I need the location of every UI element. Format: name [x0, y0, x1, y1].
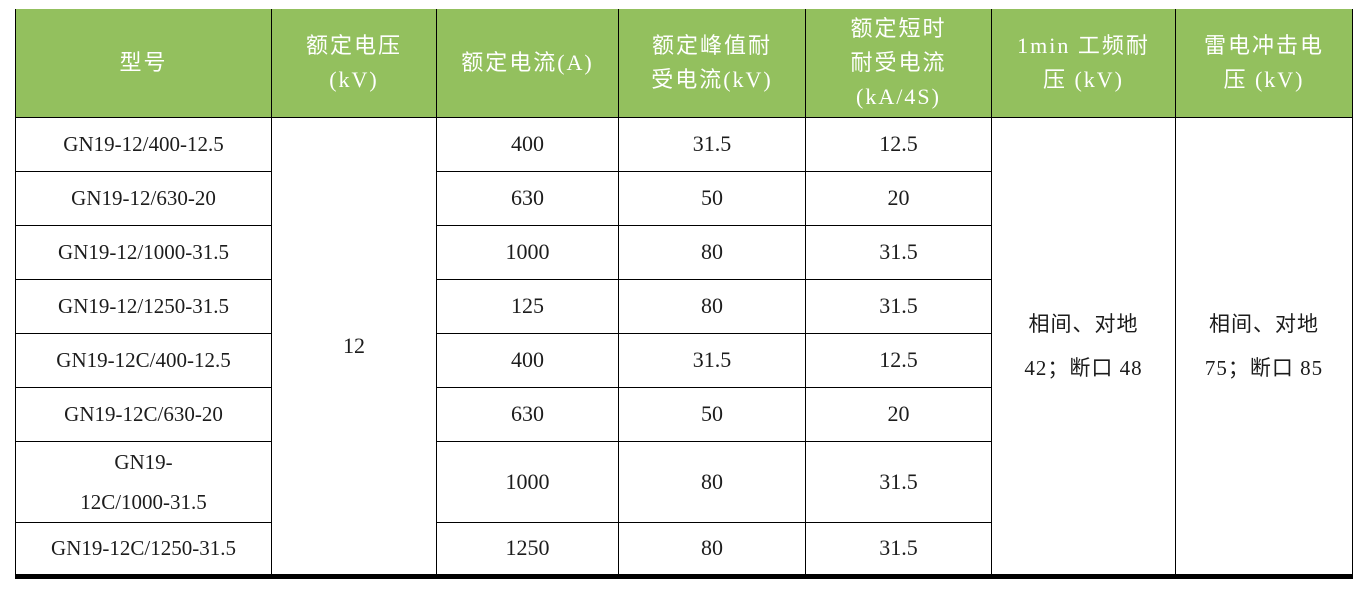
- rated-current-cell: 1000: [436, 224, 619, 280]
- model-cell: GN19-12C/400-12.5: [15, 332, 272, 388]
- short-time-current-cell: 31.5: [805, 521, 992, 577]
- peak-current-cell: 80: [618, 224, 806, 280]
- rated-current-cell: 1000: [436, 440, 619, 523]
- short-time-current-cell: 31.5: [805, 224, 992, 280]
- model-cell: GN19-12C/630-20: [15, 386, 272, 442]
- power-frequency-withstand-cell: 相间、对地 42；断口 48: [991, 116, 1176, 577]
- header-model: 型号: [15, 9, 272, 118]
- model-cell: GN19- 12C/1000-31.5: [15, 440, 272, 523]
- header-lightning-impulse: 雷电冲击电 压 (kV): [1175, 9, 1353, 118]
- model-cell: GN19-12/400-12.5: [15, 116, 272, 172]
- model-cell: GN19-12C/1250-31.5: [15, 521, 272, 577]
- header-rated-current: 额定电流(A): [436, 9, 619, 118]
- short-time-current-cell: 31.5: [805, 440, 992, 523]
- table-row: GN19-12C/1250-31.5 1250 80 31.5: [15, 521, 1353, 577]
- short-time-current-cell: 20: [805, 170, 992, 226]
- short-time-current-cell: 31.5: [805, 278, 992, 334]
- rated-voltage-cell: 12: [271, 116, 437, 577]
- rated-current-cell: 400: [436, 116, 619, 172]
- short-time-current-cell: 12.5: [805, 116, 992, 172]
- header-row: 型号 额定电压 (kV) 额定电流(A) 额定峰值耐 受电流(kV) 额定短时 …: [15, 9, 1353, 118]
- model-cell: GN19-12/630-20: [15, 170, 272, 226]
- peak-current-cell: 31.5: [618, 116, 806, 172]
- table-row: GN19-12/630-20 630 50 20: [15, 170, 1353, 226]
- peak-current-cell: 50: [618, 170, 806, 226]
- peak-current-cell: 50: [618, 386, 806, 442]
- peak-current-cell: 80: [618, 278, 806, 334]
- lightning-impulse-cell: 相间、对地 75；断口 85: [1175, 116, 1353, 577]
- table-row: GN19-12/400-12.5 12 400 31.5 12.5 相间、对地 …: [15, 116, 1353, 577]
- table-row: GN19-12C/630-20 630 50 20: [15, 386, 1353, 442]
- peak-current-cell: 80: [618, 440, 806, 523]
- rated-current-cell: 400: [436, 332, 619, 388]
- model-cell: GN19-12/1000-31.5: [15, 224, 272, 280]
- peak-current-cell: 80: [618, 521, 806, 577]
- rated-current-cell: 125: [436, 278, 619, 334]
- short-time-current-cell: 12.5: [805, 332, 992, 388]
- rated-current-cell: 1250: [436, 521, 619, 577]
- table-row: GN19- 12C/1000-31.5 1000 80 31.5: [15, 440, 1353, 523]
- table-row: GN19-12C/400-12.5 400 31.5 12.5: [15, 332, 1353, 388]
- rated-current-cell: 630: [436, 386, 619, 442]
- rated-current-cell: 630: [436, 170, 619, 226]
- header-short-time-withstand-current: 额定短时 耐受电流 (kA/4S): [805, 9, 992, 118]
- peak-current-cell: 31.5: [618, 332, 806, 388]
- model-cell: GN19-12/1250-31.5: [15, 278, 272, 334]
- table-row: GN19-12/1000-31.5 1000 80 31.5: [15, 224, 1353, 280]
- spec-table: 型号 额定电压 (kV) 额定电流(A) 额定峰值耐 受电流(kV) 额定短时 …: [15, 9, 1353, 579]
- header-peak-withstand-current: 额定峰值耐 受电流(kV): [618, 9, 806, 118]
- header-power-frequency-withstand: 1min 工频耐 压 (kV): [991, 9, 1176, 118]
- header-rated-voltage: 额定电压 (kV): [271, 9, 437, 118]
- short-time-current-cell: 20: [805, 386, 992, 442]
